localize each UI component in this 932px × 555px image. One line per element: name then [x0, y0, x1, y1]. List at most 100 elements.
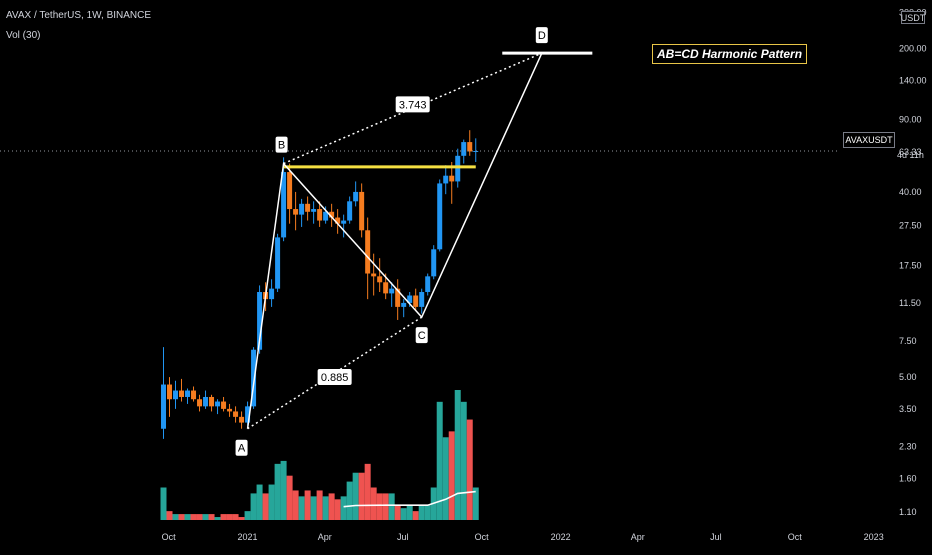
candle-body: [227, 408, 233, 412]
candle-body: [257, 292, 263, 350]
volume-bar: [160, 487, 167, 520]
volume-bar: [382, 493, 389, 520]
volume-bar: [172, 514, 179, 520]
candle-body: [467, 142, 473, 152]
point-d-label-text: D: [538, 30, 546, 42]
volume-bar: [226, 514, 233, 520]
candle-body: [197, 399, 203, 407]
candle-body: [221, 401, 227, 409]
volume-bar: [238, 517, 245, 520]
point-a-label: A: [235, 439, 248, 456]
point-d-label: D: [535, 27, 548, 44]
candle-body: [395, 288, 401, 307]
volume-bar: [232, 514, 239, 520]
candle-body: [449, 175, 455, 182]
price-tick: 140.00: [899, 75, 927, 85]
candle-body: [455, 155, 461, 182]
volume-bar: [460, 401, 467, 520]
price-tick: 2.30: [899, 441, 917, 451]
candle-body: [347, 201, 353, 221]
candle-body: [461, 142, 467, 156]
candle-body: [203, 396, 209, 407]
candle-body: [371, 273, 377, 277]
candle-body: [413, 295, 419, 307]
point-c-label-bg: [415, 327, 428, 344]
candle-body: [215, 401, 221, 407]
volume-bar: [400, 508, 407, 520]
point-b-label: B: [275, 136, 288, 153]
volume-bar: [352, 472, 359, 520]
ratio-bd-label-text: 3.743: [399, 99, 427, 111]
candle-body: [383, 282, 389, 294]
volume-bar: [298, 496, 305, 520]
candle-body: [425, 276, 431, 293]
price-tick: 1.10: [899, 507, 917, 517]
time-tick: Jul: [397, 532, 409, 542]
volume-bar: [466, 419, 473, 520]
volume-bar: [364, 463, 371, 520]
time-tick: 2023: [864, 532, 884, 542]
price-tick: 27.50: [899, 220, 922, 230]
volume-bar: [202, 514, 209, 520]
volume-bar: [286, 475, 293, 520]
volume-bar: [376, 493, 383, 520]
symbol-title[interactable]: AVAX / TetherUS, 1W, BINANCE: [6, 10, 152, 21]
volume-bar: [454, 390, 461, 520]
candle-body: [323, 211, 329, 221]
candle-body: [305, 203, 311, 212]
volume-bar: [178, 514, 185, 520]
candle-body: [299, 203, 305, 215]
candle-body: [167, 384, 173, 400]
candle-body: [341, 220, 347, 224]
volume-indicator-label[interactable]: Vol (30): [6, 30, 41, 41]
candle-body: [173, 390, 179, 400]
currency-unit-tag: USDT: [900, 11, 926, 24]
volume-bar: [412, 511, 419, 520]
volume-bar: [394, 505, 401, 520]
ratio-ab-label-text: 0.885: [321, 372, 349, 384]
point-a-label-text: A: [238, 443, 246, 455]
point-d-label-bg: [535, 27, 548, 44]
price-tick: 17.50: [899, 261, 922, 271]
candle-body: [407, 295, 413, 303]
ratio-ab-label: 0.885: [317, 368, 352, 385]
candle-countdown: 4d 11h: [897, 150, 924, 160]
candle-body: [431, 249, 437, 277]
candle-body: [377, 276, 383, 283]
volume-bar: [340, 496, 347, 520]
point-c-label-text: C: [418, 330, 426, 342]
time-tick: Oct: [162, 532, 177, 542]
candle-body: [317, 209, 323, 221]
candle-body: [443, 175, 449, 184]
ratio-ab-label-bg: [317, 368, 352, 385]
volume-ma-line: [343, 490, 476, 508]
point-a-label-bg: [235, 439, 248, 456]
candle-body: [389, 288, 395, 294]
volume-bar: [208, 514, 215, 520]
time-tick: 2022: [551, 532, 571, 542]
pattern-title-label[interactable]: AB=CD Harmonic Pattern: [652, 44, 808, 64]
candle-body: [275, 237, 281, 289]
candle-body: [233, 411, 239, 417]
ratio-bd-label-bg: [395, 96, 430, 113]
point-c-label: C: [415, 327, 428, 344]
candle-body: [359, 191, 365, 231]
volume-bar: [190, 514, 197, 520]
volume-bar: [220, 514, 227, 520]
volume-bar: [370, 487, 377, 520]
candle-body: [179, 390, 185, 397]
volume-bar: [334, 499, 341, 520]
price-tick: 90.00: [899, 115, 922, 125]
candle-body: [365, 230, 371, 274]
volume-bar: [256, 484, 263, 520]
time-tick: Oct: [788, 532, 803, 542]
price-tick: 40.00: [899, 187, 922, 197]
volume-bar: [472, 487, 479, 520]
candle-body: [287, 172, 293, 210]
candle-body: [473, 151, 479, 153]
volume-bar: [436, 401, 443, 520]
time-tick: Oct: [475, 532, 490, 542]
candle-body: [191, 390, 197, 400]
volume-bar: [214, 517, 221, 520]
